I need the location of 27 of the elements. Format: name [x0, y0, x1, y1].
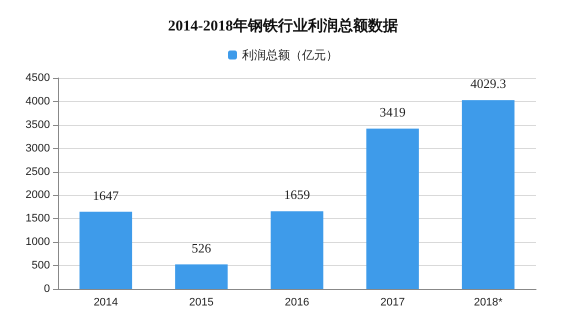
bar [175, 264, 228, 289]
data-label: 4029.3 [470, 76, 506, 92]
data-label: 3419 [380, 104, 406, 120]
y-tick-label: 2000 [26, 189, 50, 202]
y-tick-label: 2500 [26, 166, 50, 178]
y-tick-label: 3500 [26, 118, 50, 131]
y-tick-label: 4500 [26, 72, 50, 84]
y-tick-label: 0 [44, 283, 50, 295]
y-tick-label: 1500 [26, 212, 50, 225]
chart-title: 2014-2018年钢铁行业利润总额数据 [168, 16, 398, 34]
x-tick-label: 2015 [189, 296, 214, 308]
y-tick-label: 3000 [26, 142, 50, 154]
data-label: 1659 [284, 187, 310, 202]
x-tick-label: 2014 [94, 296, 118, 308]
y-tick-label: 500 [32, 260, 50, 272]
data-label: 1647 [92, 188, 120, 203]
x-tick-label: 2016 [284, 296, 310, 308]
legend-label: 利润总额（亿元） [242, 48, 338, 62]
data-label: 526 [192, 240, 212, 256]
bar [462, 100, 514, 289]
y-tick-label: 4000 [26, 95, 50, 108]
x-tick-label: 2018* [474, 296, 504, 308]
y-tick-label: 1000 [26, 236, 50, 248]
bar [80, 212, 132, 289]
bar [366, 128, 419, 289]
x-tick-label: 2017 [380, 296, 405, 308]
bar [270, 211, 324, 289]
